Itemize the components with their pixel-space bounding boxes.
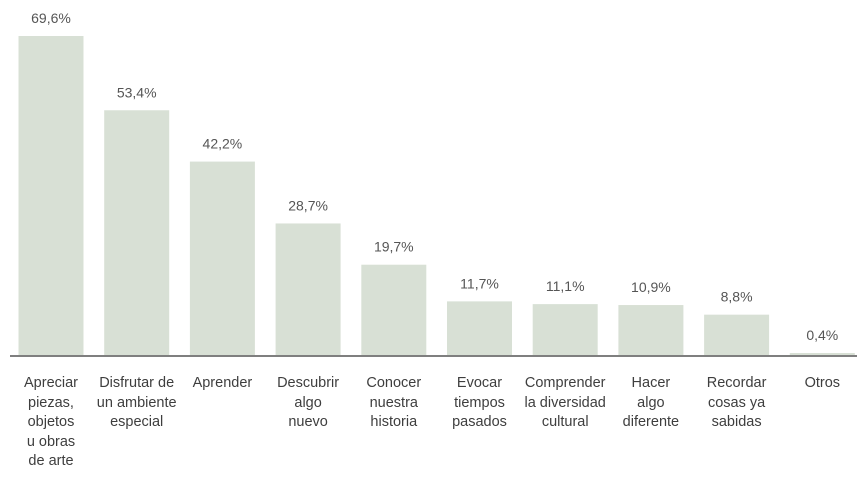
category-label-9: Otros bbox=[804, 375, 841, 391]
value-label-0: 69,6% bbox=[31, 10, 71, 26]
category-label-6: Comprender la diversidad cultural bbox=[524, 375, 606, 430]
value-label-7: 10,9% bbox=[631, 279, 671, 295]
bar-0 bbox=[18, 36, 84, 355]
value-label-4: 19,7% bbox=[374, 239, 414, 255]
category-label-3: Descubrir algo nuevo bbox=[277, 375, 340, 430]
category-label-8: Recordar cosas ya sabidas bbox=[706, 375, 767, 430]
category-label-5: Evocar tiempos pasados bbox=[452, 375, 507, 430]
category-label-7: Hacer algo diferente bbox=[622, 375, 680, 430]
category-label-0: Apreciar piezas, objetos u obras de arte bbox=[24, 375, 78, 469]
category-label-2: Aprender bbox=[192, 375, 253, 391]
bar-9 bbox=[789, 353, 855, 355]
category-label-4: Conocer nuestra historia bbox=[366, 375, 422, 430]
value-label-6: 11,1% bbox=[546, 278, 585, 294]
bar-4 bbox=[361, 264, 427, 355]
bar-7 bbox=[618, 305, 684, 355]
bar-2 bbox=[189, 161, 255, 355]
value-label-1: 53,4% bbox=[117, 84, 157, 100]
value-label-2: 42,2% bbox=[203, 136, 243, 152]
value-label-9: 0,4% bbox=[806, 327, 838, 343]
value-label-3: 28,7% bbox=[288, 197, 328, 213]
value-label-8: 8,8% bbox=[721, 289, 753, 305]
category-label-1: Disfrutar de un ambiente especial bbox=[96, 375, 177, 430]
bars-group bbox=[18, 36, 855, 355]
bar-3 bbox=[275, 223, 341, 355]
value-label-5: 11,7% bbox=[460, 275, 499, 291]
bar-6 bbox=[532, 304, 598, 355]
value-labels-group: 69,6% 53,4% 42,2% 28,7% 19,7% 11,7% 11,1% 10,9%… bbox=[31, 10, 838, 343]
bar-5 bbox=[447, 301, 512, 355]
bar-8 bbox=[704, 314, 770, 355]
bar-1 bbox=[104, 110, 170, 355]
